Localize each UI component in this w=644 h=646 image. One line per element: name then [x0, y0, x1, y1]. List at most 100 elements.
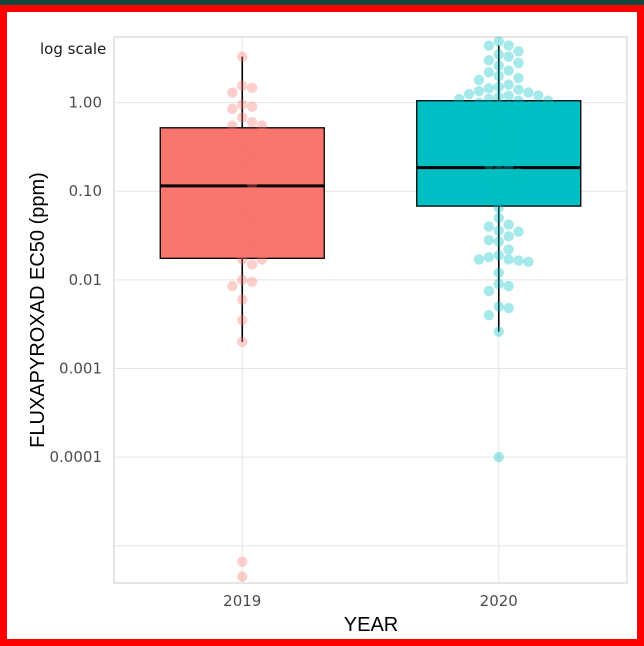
data-point — [237, 274, 248, 286]
x-tick-labels: 2019 2020 — [223, 592, 518, 610]
data-point — [227, 87, 238, 98]
data-point — [503, 101, 514, 112]
data-point — [493, 60, 504, 72]
data-point — [237, 99, 248, 110]
data-point — [493, 49, 504, 60]
data-point — [483, 111, 495, 122]
data-point — [483, 252, 495, 263]
data-point — [237, 170, 248, 181]
data-point — [503, 244, 514, 255]
data-point — [483, 170, 495, 181]
y-tick-label: 0.10 — [69, 182, 102, 200]
data-point — [246, 150, 258, 162]
y-tick-label: 0.01 — [69, 271, 102, 289]
data-point — [246, 101, 258, 112]
data-point — [493, 236, 504, 247]
data-point — [246, 82, 258, 93]
data-point — [493, 267, 504, 279]
data-point — [513, 84, 524, 95]
data-point — [503, 51, 514, 62]
data-point — [503, 231, 514, 242]
data-point — [483, 159, 495, 170]
box-2020 — [416, 100, 582, 207]
x-axis-title: YEAR — [344, 614, 398, 636]
data-point — [473, 254, 485, 265]
data-point — [503, 137, 514, 149]
data-point — [246, 212, 258, 224]
data-point — [237, 254, 248, 265]
data-point — [237, 571, 248, 582]
data-point — [454, 93, 465, 105]
data-point — [256, 120, 268, 131]
data-point — [483, 221, 495, 232]
data-point — [523, 87, 534, 98]
data-point — [493, 301, 504, 312]
data-point — [503, 65, 514, 76]
data-point — [493, 212, 504, 224]
data-point — [493, 106, 504, 117]
data-point — [503, 194, 514, 206]
y-tick-label: 0.0001 — [50, 448, 103, 466]
data-point — [503, 124, 514, 135]
data-point — [483, 309, 495, 321]
data-point — [246, 276, 258, 288]
data-point — [473, 74, 485, 86]
data-point — [237, 294, 248, 305]
data-point — [237, 112, 248, 123]
data-point — [503, 179, 514, 190]
data-point — [493, 249, 504, 261]
data-point — [493, 225, 504, 236]
data-point — [493, 117, 504, 128]
data-point — [503, 302, 514, 314]
data-point — [483, 40, 495, 51]
data-point — [503, 280, 514, 292]
data-point — [237, 315, 248, 326]
data-point — [256, 254, 268, 265]
data-point — [237, 221, 248, 232]
data-point — [503, 219, 514, 230]
data-point — [503, 163, 514, 174]
data-point — [503, 150, 514, 162]
data-point — [246, 117, 258, 128]
data-point — [483, 146, 495, 157]
data-point — [542, 95, 554, 106]
data-point — [503, 40, 514, 51]
x-tick-label: 2019 — [223, 592, 261, 610]
data-point — [483, 83, 495, 94]
data-point — [473, 97, 485, 108]
data-point — [523, 256, 534, 267]
data-point — [493, 92, 504, 103]
data-point — [493, 165, 504, 177]
data-point — [493, 143, 504, 155]
data-point — [227, 120, 238, 131]
y-tick-label: 1.00 — [69, 94, 102, 112]
data-point — [246, 179, 258, 190]
data-point — [503, 254, 514, 265]
data-point — [513, 226, 524, 237]
data-point — [227, 103, 238, 115]
data-point — [493, 326, 504, 337]
data-point — [513, 72, 524, 84]
data-points — [227, 36, 554, 582]
data-point — [493, 70, 504, 82]
data-point — [483, 67, 495, 78]
data-point — [493, 202, 504, 214]
data-point — [493, 451, 504, 463]
box-2019 — [159, 127, 325, 259]
data-point — [246, 259, 258, 270]
data-point — [473, 85, 485, 97]
data-point — [513, 95, 524, 106]
data-point — [227, 280, 238, 292]
y-tick-labels: 1.00 0.10 0.01 0.001 0.0001 — [50, 94, 103, 467]
data-point — [237, 80, 248, 91]
data-point — [513, 46, 524, 57]
data-point — [493, 155, 504, 167]
data-point — [237, 232, 248, 243]
y-tick-label: 0.001 — [59, 360, 102, 378]
data-point — [513, 255, 524, 266]
data-point — [493, 81, 504, 93]
data-point — [503, 79, 514, 90]
data-point — [493, 128, 504, 139]
y-axis-title: FLUXAPYROXAD EC50 (ppm) — [27, 172, 49, 448]
boxes — [159, 45, 582, 342]
